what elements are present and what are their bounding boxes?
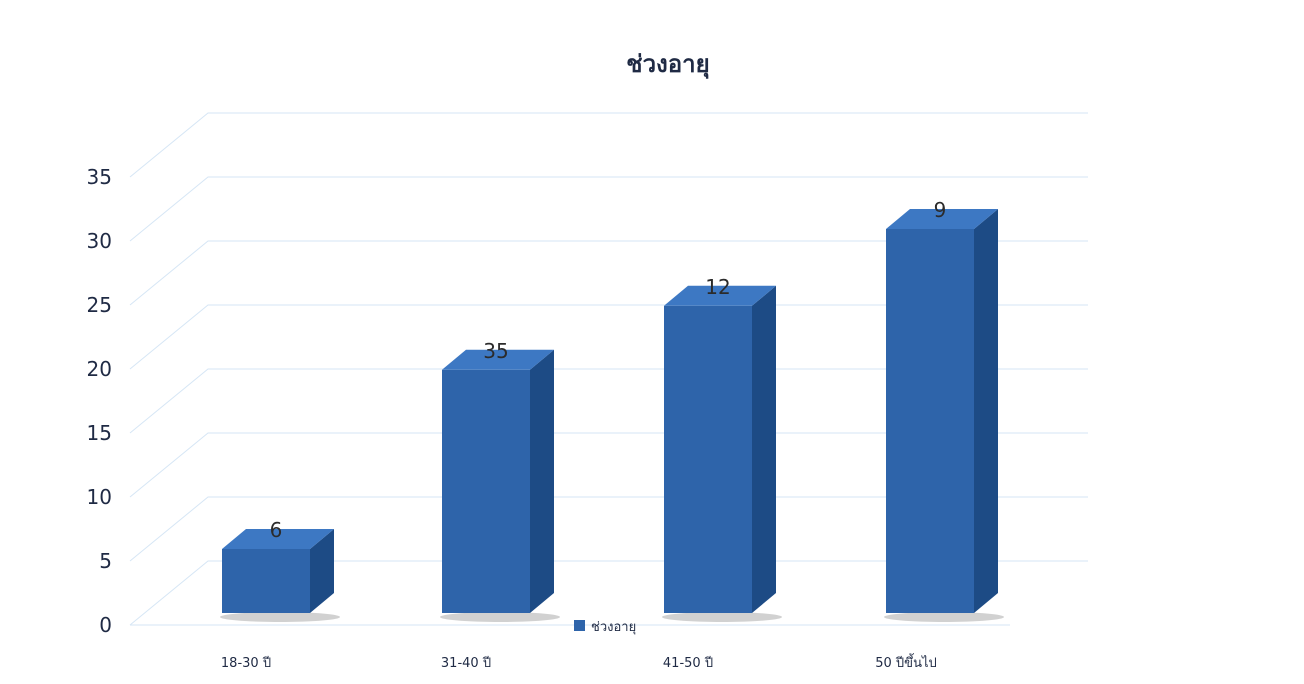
- bar-front: [442, 369, 530, 613]
- category-label: 31-40 ปี: [441, 655, 491, 671]
- category-label: 18-30 ปี: [221, 655, 271, 671]
- bar-front: [222, 549, 310, 613]
- bar-side: [752, 285, 776, 613]
- y-tick-label: 35: [87, 165, 112, 189]
- y-tick-label: 25: [87, 293, 112, 317]
- data-label: 12: [705, 275, 730, 299]
- y-tick-label: 0: [99, 613, 112, 637]
- y-tick-label: 5: [99, 549, 112, 573]
- bar: [662, 285, 782, 622]
- gridline: [129, 496, 1088, 562]
- legend-swatch: [574, 620, 585, 631]
- bar: [220, 529, 340, 622]
- gridline: [129, 432, 1088, 498]
- bar: [440, 349, 560, 622]
- labels: 0 5 10 15 20 25 30 35 6 18-30 ปี 35 31-40 ปี 12 41-50…: [87, 165, 947, 671]
- gridlines: [129, 112, 1088, 626]
- bar-shadow: [884, 612, 1004, 622]
- bar-side: [530, 349, 554, 613]
- gridline: [129, 304, 1088, 370]
- gridline: [129, 112, 1088, 178]
- legend: ช่วงอายุ: [574, 620, 636, 635]
- y-tick-label: 20: [87, 357, 112, 381]
- y-tick-label: 10: [87, 485, 112, 509]
- y-tick-label: 15: [87, 421, 112, 445]
- bar-shadow: [440, 612, 560, 622]
- gridline: [129, 240, 1088, 306]
- bar-top: [664, 285, 776, 306]
- data-label: 9: [934, 198, 947, 222]
- bar-front: [886, 229, 974, 613]
- bar: [884, 209, 1004, 622]
- bars: [220, 209, 1004, 622]
- gridline: [129, 368, 1088, 434]
- data-label: 35: [483, 339, 508, 363]
- bar-shadow: [220, 612, 340, 622]
- category-label: 41-50 ปี: [663, 655, 713, 671]
- data-label: 6: [270, 518, 283, 542]
- gridline: [129, 176, 1088, 242]
- y-tick-label: 30: [87, 229, 112, 253]
- bar-top: [886, 209, 998, 229]
- bar-side: [310, 529, 334, 613]
- bar-side: [974, 209, 998, 613]
- bar-shadow: [662, 612, 782, 622]
- legend-label: ช่วงอายุ: [591, 620, 636, 635]
- bar-top: [442, 349, 554, 370]
- chart-title: ช่วงอายุ: [626, 50, 709, 80]
- bar-front: [664, 305, 752, 613]
- gridline: [129, 560, 1088, 626]
- category-label: 50 ปีขึ้นไป: [875, 653, 937, 671]
- bar-top: [222, 529, 334, 549]
